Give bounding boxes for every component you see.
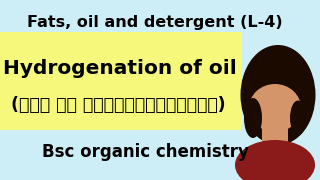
Text: Bsc organic chemistry: Bsc organic chemistry bbox=[42, 143, 248, 161]
Text: Hydrogenation of oil: Hydrogenation of oil bbox=[3, 58, 237, 78]
Text: (तेल का हाइड्रोजनीकरण): (तेल का हाइड्रोजनीकरण) bbox=[11, 96, 225, 114]
Ellipse shape bbox=[241, 45, 316, 145]
Ellipse shape bbox=[249, 84, 301, 132]
Bar bbox=[262, 128, 288, 148]
Bar bbox=[0, 32, 242, 130]
Text: Fats, oil and detergent (L-4): Fats, oil and detergent (L-4) bbox=[27, 15, 283, 30]
Ellipse shape bbox=[244, 98, 262, 138]
Ellipse shape bbox=[235, 140, 315, 180]
Ellipse shape bbox=[290, 100, 306, 136]
